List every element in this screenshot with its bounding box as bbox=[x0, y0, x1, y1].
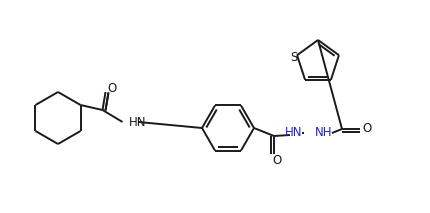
Text: HN: HN bbox=[285, 127, 302, 140]
Text: O: O bbox=[362, 122, 371, 135]
Text: S: S bbox=[290, 51, 297, 64]
Text: NH: NH bbox=[314, 127, 332, 140]
Text: O: O bbox=[272, 154, 281, 167]
Text: HN: HN bbox=[128, 117, 146, 130]
Text: O: O bbox=[107, 82, 116, 95]
